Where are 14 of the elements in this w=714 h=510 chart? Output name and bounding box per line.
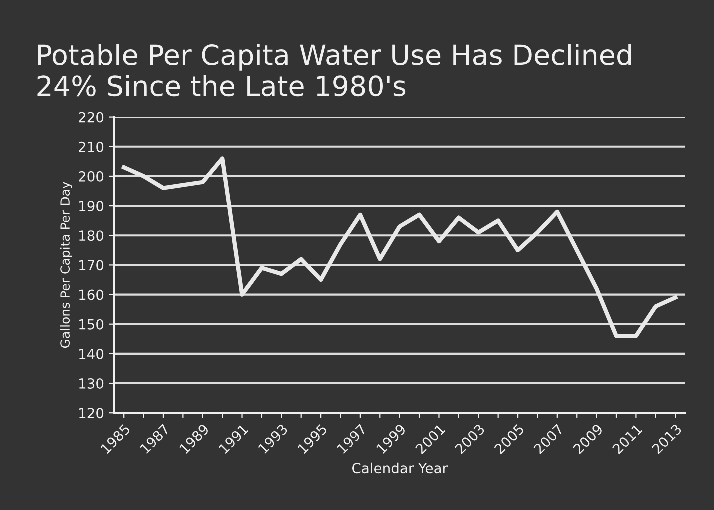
y-tick-label: 120 <box>80 408 104 419</box>
y-tick-label: 140 <box>80 348 104 360</box>
y-tick-label: 130 <box>80 378 104 389</box>
y-axis-title: Gallons Per Capita Per Day <box>60 182 72 348</box>
y-tick-label: 160 <box>80 290 104 300</box>
y-tick-label: 190 <box>80 201 104 212</box>
y-tick-label: 200 <box>79 171 104 182</box>
y-tick-label: 170 <box>80 260 104 271</box>
y-tick-label: 210 <box>79 142 104 152</box>
x-axis-title: Calendar Year <box>352 462 448 474</box>
y-tick-label: 180 <box>80 230 104 242</box>
y-tick-label: 150 <box>80 319 104 330</box>
y-tick-label: 220 <box>79 112 104 123</box>
chart-title: Potable Per Capita Water Use Has Declined 24% Since the Late 1980's <box>38 44 632 97</box>
